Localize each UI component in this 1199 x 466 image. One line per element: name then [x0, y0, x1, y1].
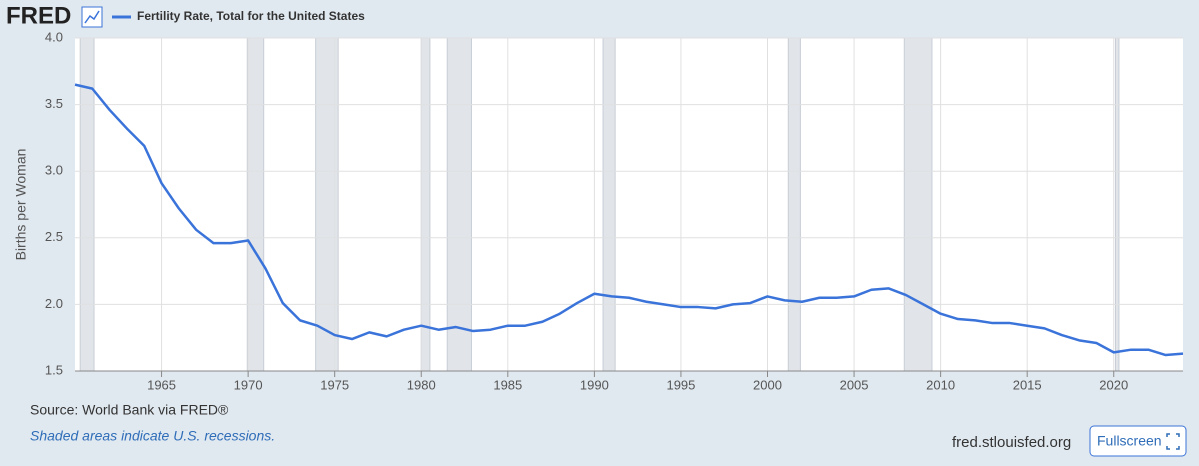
- x-tick-label: 1970: [234, 377, 263, 392]
- site: fred.stlouisfed.org: [952, 434, 1071, 451]
- x-tick-label: 1965: [147, 377, 176, 392]
- button-label[interactable]: Fullscreen: [1097, 433, 1162, 449]
- source: Source: World Bank via FRED®: [30, 402, 229, 418]
- recession-shade: [1114, 37, 1120, 372]
- recession-shade: [602, 37, 616, 372]
- x-tick-label: 2020: [1099, 377, 1128, 392]
- legend-label: Fertility Rate, Total for the United Sta…: [137, 9, 365, 23]
- y-tick-label: 2.0: [45, 296, 63, 311]
- recession-shade: [420, 37, 431, 372]
- y-tick-label: 4.0: [45, 29, 63, 44]
- y-tick-label: 3.5: [45, 96, 63, 111]
- plot-area: [75, 38, 1183, 371]
- recession-shade: [446, 37, 472, 372]
- fullscreen-button[interactable]: Fullscreen: [1089, 425, 1187, 457]
- x-tick-label: 1990: [580, 377, 609, 392]
- x-tick-label: 1980: [407, 377, 436, 392]
- y-tick-label: 2.5: [45, 229, 63, 244]
- x-tick-label: 1975: [320, 377, 349, 392]
- y-tick-label: 3.0: [45, 163, 63, 178]
- recession-shade: [246, 37, 265, 372]
- y-tick-label: 1.5: [45, 362, 63, 377]
- recession-shade: [903, 37, 933, 372]
- x-tick-label: 1985: [493, 377, 522, 392]
- x-tick-label: 2000: [753, 377, 782, 392]
- note: Shaded areas indicate U.S. recessions.: [30, 428, 275, 444]
- x-tick-label: 2005: [840, 377, 869, 392]
- x-tick-label: 2010: [926, 377, 955, 392]
- logo: FRED: [6, 2, 71, 29]
- series-line: [74, 83, 1184, 357]
- recession-shade: [787, 37, 801, 372]
- x-tick-label: 2015: [1013, 377, 1042, 392]
- logo-icon: [81, 6, 103, 28]
- x-tick-label: 1995: [666, 377, 695, 392]
- y-axis-label: Births per Woman: [13, 149, 29, 261]
